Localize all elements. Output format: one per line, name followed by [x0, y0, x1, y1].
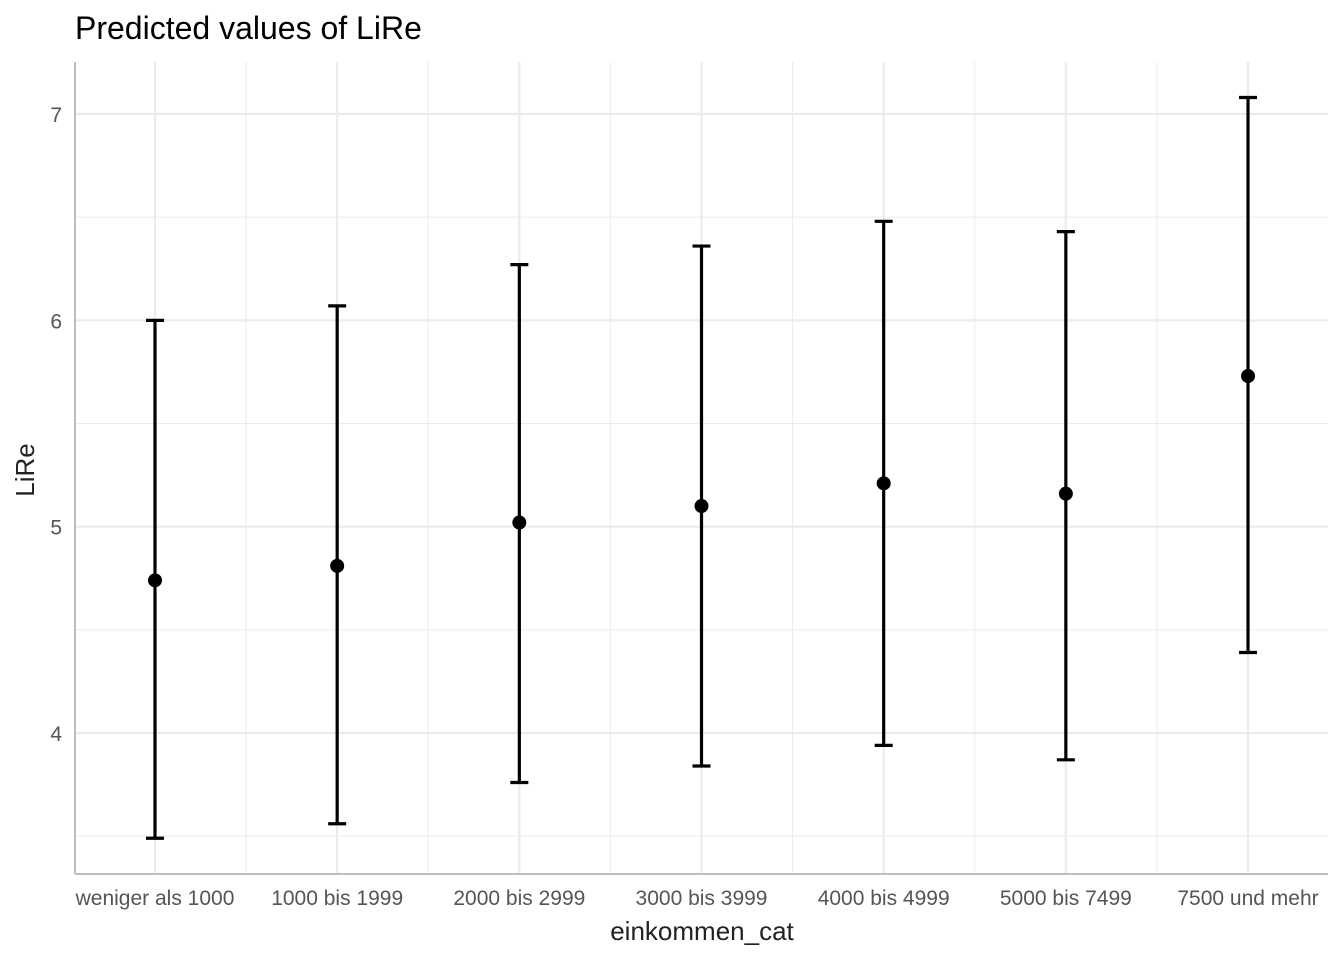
axes [74, 62, 1328, 875]
data-point [694, 499, 709, 514]
data-point [148, 573, 162, 588]
y-tick-label: 4 [50, 723, 62, 746]
tick-labels: 4 5 6 7 weniger als 1000 1000 bis 1999 2000 bi… [50, 104, 1318, 910]
y-tick-label: 7 [50, 104, 62, 127]
data-marks [146, 95, 1258, 840]
data-point [512, 515, 527, 530]
data-point [876, 476, 891, 491]
data-point [1058, 486, 1073, 501]
data-point [330, 558, 345, 573]
y-tick-label: 5 [50, 517, 62, 540]
data-point [1241, 369, 1256, 384]
x-tick-label: 5000 bis 7499 [1000, 887, 1132, 910]
x-tick-label: 4000 bis 4999 [818, 887, 950, 910]
x-tick-label: 3000 bis 3999 [636, 887, 768, 910]
y-axis-title: LiRe [10, 443, 40, 496]
x-tick-label: weniger als 1000 [75, 887, 235, 910]
x-tick-label: 1000 bis 1999 [271, 887, 403, 910]
x-tick-label: 7500 und mehr [1177, 887, 1318, 910]
chart-title: Predicted values of LiRe [75, 10, 422, 46]
x-tick-label: 2000 bis 2999 [453, 887, 585, 910]
x-axis-title: einkommen_cat [610, 916, 794, 946]
y-tick-label: 6 [50, 310, 62, 333]
